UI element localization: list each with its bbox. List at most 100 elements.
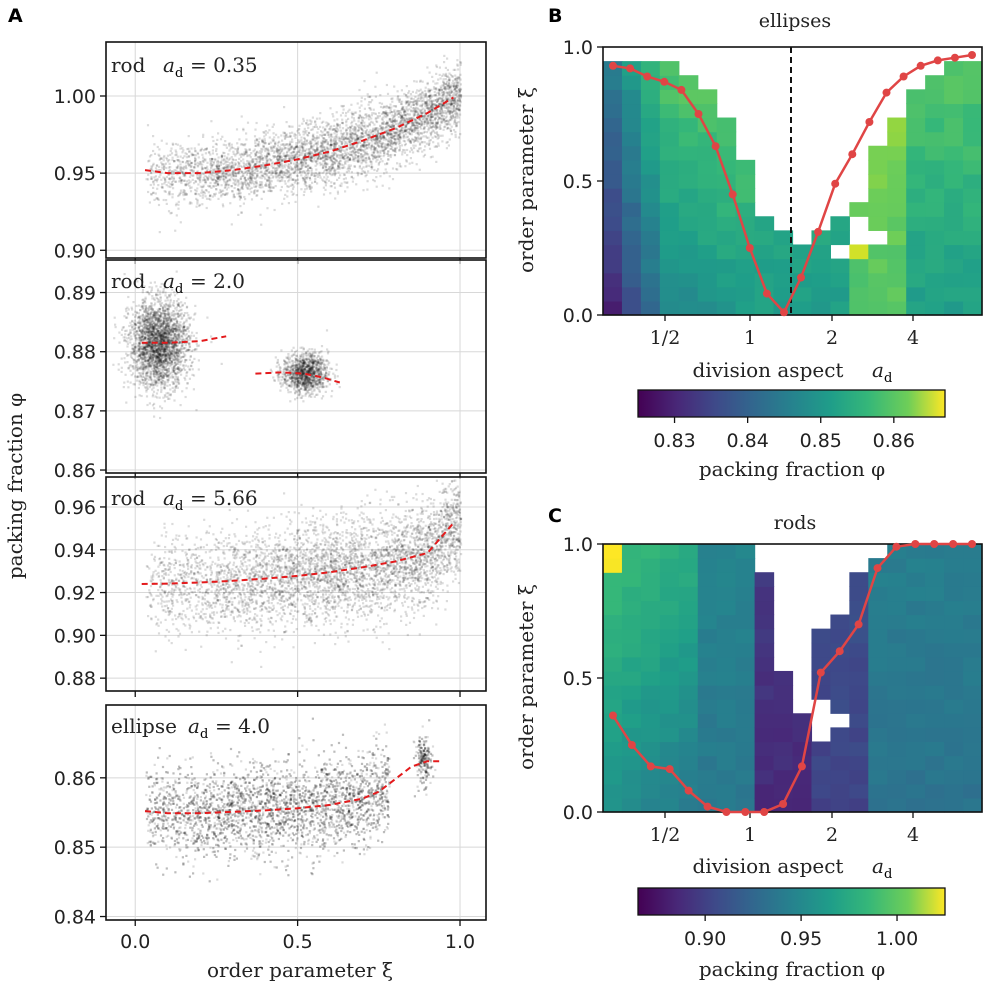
scatter-point: [213, 194, 216, 197]
scatter-point: [424, 102, 427, 105]
scatter-point: [348, 153, 351, 156]
scatter-point: [420, 111, 423, 114]
scatter-point: [353, 156, 357, 159]
scatter-point: [397, 112, 400, 115]
scatter-point: [238, 153, 241, 156]
scatter-point: [448, 112, 452, 116]
scatter-point: [237, 213, 240, 216]
scatter-point: [422, 107, 425, 110]
scatter-point: [342, 108, 345, 111]
scatter-point: [425, 101, 428, 104]
scatter-point: [147, 173, 150, 176]
scatter-point: [222, 205, 225, 208]
scatter-point: [254, 163, 257, 166]
scatter-point: [173, 160, 176, 163]
scatter-point: [378, 140, 381, 143]
scatter-point: [204, 180, 207, 183]
scatter-point: [424, 135, 427, 138]
scatter-point: [431, 75, 434, 78]
scatter-point: [455, 85, 458, 88]
scatter-point: [448, 91, 451, 94]
scatter-point: [201, 203, 204, 206]
scatter-point: [282, 170, 285, 174]
scatter-point: [262, 144, 265, 147]
scatter-point: [381, 122, 384, 125]
scatter-point: [237, 171, 240, 174]
scatter-point: [278, 156, 281, 159]
scatter-point: [455, 85, 458, 89]
scatter-point: [221, 135, 224, 138]
scatter-point: [207, 151, 210, 154]
scatter-point: [256, 194, 259, 197]
scatter-point: [211, 179, 214, 182]
scatter-point: [330, 164, 333, 167]
scatter-point: [436, 100, 439, 103]
scatter-point: [276, 168, 279, 171]
scatter-point: [317, 173, 320, 176]
scatter-point: [377, 133, 380, 136]
scatter-point: [291, 146, 294, 149]
scatter-point: [401, 100, 404, 103]
scatter-point: [300, 165, 303, 168]
scatter-point: [379, 134, 382, 137]
scatter-point: [330, 185, 333, 188]
scatter-point: [209, 181, 212, 185]
scatter-point: [188, 377, 191, 380]
scatter-point: [273, 155, 276, 158]
scatter-point: [188, 164, 191, 167]
scatter-point: [308, 153, 311, 156]
scatter-point: [155, 164, 158, 167]
scatter-point: [380, 146, 383, 149]
scatter-point: [387, 106, 390, 109]
scatter-point: [164, 294, 167, 297]
scatter-point: [209, 184, 212, 188]
scatter-point: [360, 153, 363, 156]
scatter-point: [209, 194, 212, 197]
scatter-point: [388, 187, 391, 190]
scatter-point: [375, 155, 378, 158]
scatter-point: [361, 119, 364, 122]
scatter-point: [285, 152, 288, 155]
scatter-point: [286, 185, 289, 188]
scatter-point: [279, 170, 282, 173]
scatter-point: [375, 148, 378, 151]
scatter-point: [371, 129, 374, 132]
scatter-point: [420, 123, 424, 126]
scatter-point: [282, 173, 285, 176]
scatter-point: [409, 140, 413, 143]
scatter-point: [439, 106, 443, 109]
scatter-point: [310, 144, 313, 147]
scatter-point: [288, 164, 291, 167]
scatter-point: [424, 118, 427, 121]
scatter-point: [169, 183, 172, 186]
scatter-point: [444, 78, 447, 81]
scatter-point: [342, 157, 345, 160]
scatter-point: [398, 98, 401, 101]
scatter-point: [278, 177, 281, 180]
scatter-point: [451, 114, 454, 117]
scatter-point: [344, 162, 347, 165]
scatter-point: [295, 161, 298, 164]
scatter-point: [430, 104, 433, 108]
scatter-point: [124, 333, 127, 336]
scatter-point: [393, 85, 396, 88]
scatter-point: [306, 187, 309, 190]
scatter-point: [428, 143, 431, 146]
scatter-point: [155, 197, 158, 200]
scatter-point: [423, 109, 426, 112]
scatter-point: [375, 71, 378, 74]
scatter-point: [332, 167, 335, 170]
scatter-point: [352, 177, 355, 180]
scatter-point: [233, 195, 236, 199]
scatter-point: [125, 401, 128, 404]
scatter-point: [192, 169, 195, 172]
scatter-point: [361, 149, 364, 152]
scatter-point: [375, 185, 378, 188]
scatter-point: [417, 133, 420, 137]
scatter-point: [241, 184, 244, 187]
scatter-point: [390, 153, 393, 157]
scatter-point: [177, 164, 180, 167]
scatter-point: [345, 134, 348, 137]
scatter-point: [260, 177, 263, 180]
scatter-point: [285, 168, 288, 172]
